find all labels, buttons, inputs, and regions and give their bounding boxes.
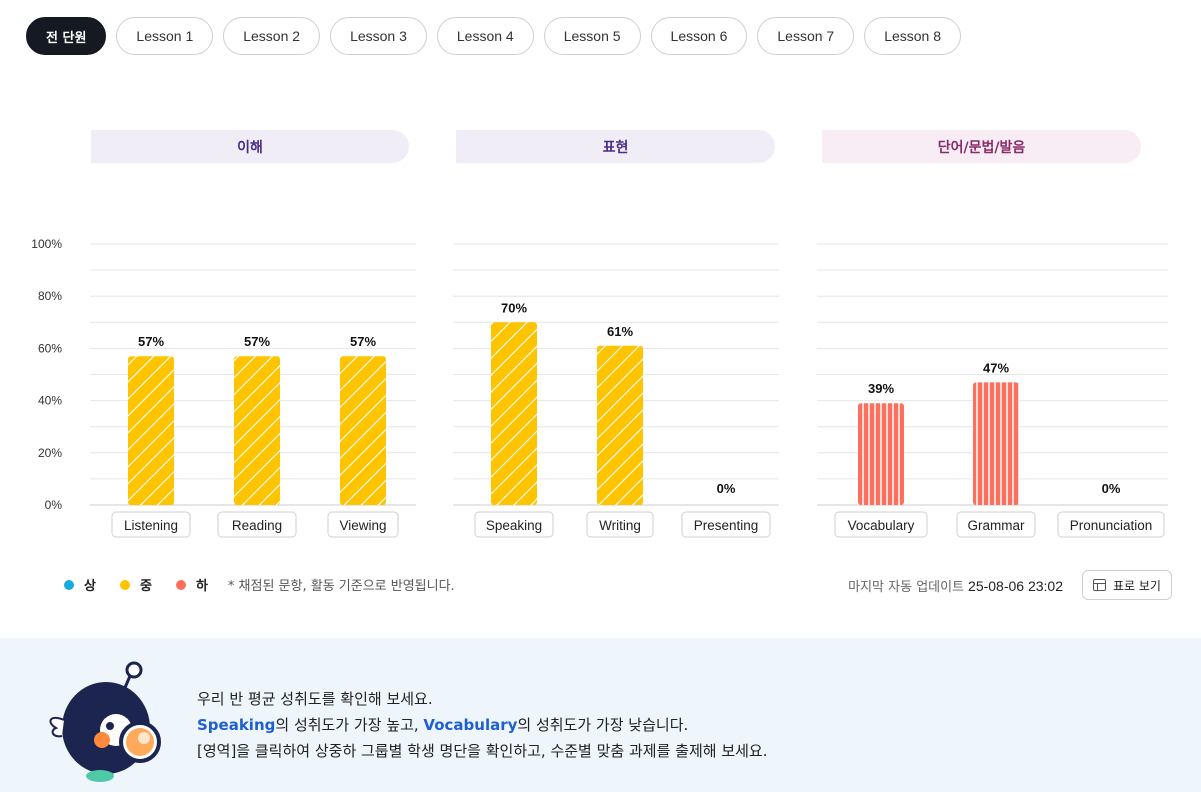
y-tick-label: 0% — [45, 498, 63, 512]
tab-lesson-5[interactable]: Lesson 5 — [543, 17, 641, 55]
category-button-reading[interactable]: Reading — [217, 511, 297, 538]
view-table-button[interactable]: 표로 보기 — [1082, 570, 1172, 600]
legend-item-low: 하 — [175, 575, 208, 594]
tab-all-units[interactable]: 전 단원 — [26, 17, 107, 55]
last-updated-value: 25-08-06 23:02 — [968, 578, 1063, 594]
tab-lesson-8[interactable]: Lesson 8 — [864, 17, 962, 55]
tab-lesson-3[interactable]: Lesson 3 — [330, 17, 427, 55]
summary-message: 우리 반 평균 성취도를 확인해 보세요. Speaking의 성취도가 가장 … — [197, 686, 768, 764]
tab-lesson-4[interactable]: Lesson 4 — [436, 17, 534, 55]
legend-item-mid: 중 — [119, 575, 152, 594]
bar-value-label: 61% — [607, 324, 633, 339]
bar-vocabulary[interactable] — [858, 403, 904, 505]
category-label: Reading — [232, 518, 282, 533]
bar-grammar[interactable] — [973, 382, 1019, 505]
bar-value-label: 57% — [350, 334, 376, 349]
bar-writing[interactable] — [597, 345, 643, 505]
bar-listening[interactable] — [128, 356, 174, 505]
category-label: Grammar — [968, 518, 1026, 533]
y-tick-label: 100% — [31, 237, 62, 251]
summary-line-2: Speaking의 성취도가 가장 높고, Vocabulary의 성취도가 가… — [197, 716, 689, 734]
lowest-area: Vocabulary — [423, 716, 518, 734]
mascot-magnifier-icon — [49, 661, 161, 782]
legend-note: * 채점된 문항, 활동 기준으로 반영됩니다. — [227, 579, 455, 594]
section-header-expression[interactable]: 표현 — [456, 130, 775, 163]
category-label: Pronunciation — [1070, 518, 1153, 533]
summary-panel — [0, 638, 1201, 792]
summary-line-1: 우리 반 평균 성취도를 확인해 보세요. — [197, 690, 433, 708]
section-header-vocab-grammar[interactable]: 단어/문법/발음 — [822, 130, 1141, 163]
summary-line-3: [영역]을 클릭하여 상중하 그룹별 학생 명단을 확인하고, 수준별 맞춤 과… — [197, 742, 768, 760]
bar-value-label: 57% — [138, 334, 164, 349]
bar-reading[interactable] — [234, 356, 280, 505]
category-label: Writing — [599, 518, 641, 533]
category-label: Presenting — [694, 518, 759, 533]
y-tick-label: 40% — [38, 394, 62, 408]
legend: 상 중 하 * 채점된 문항, 활동 기준으로 반영됩니다. — [64, 575, 455, 594]
category-button-listening[interactable]: Listening — [111, 511, 191, 538]
bar-value-label: 70% — [501, 300, 527, 315]
category-button-presenting[interactable]: Presenting — [681, 511, 771, 538]
bar-value-label: 47% — [983, 360, 1009, 375]
category-button-writing[interactable]: Writing — [586, 511, 654, 538]
section-header-comprehension[interactable]: 이해 — [91, 130, 409, 163]
view-table-label: 표로 보기 — [1113, 578, 1161, 593]
category-label: Vocabulary — [848, 518, 915, 533]
last-updated-label: 마지막 자동 업데이트 — [848, 580, 965, 595]
bar-viewing[interactable] — [340, 356, 386, 505]
bar-value-label: 39% — [868, 381, 894, 396]
table-icon — [1093, 579, 1106, 591]
tab-lesson-7[interactable]: Lesson 7 — [757, 17, 855, 55]
bar-speaking[interactable] — [491, 322, 537, 505]
category-button-grammar[interactable]: Grammar — [956, 511, 1036, 538]
lesson-tabs: 전 단원 Lesson 1 Lesson 2 Lesson 3 Lesson 4… — [26, 17, 962, 55]
bar-value-label: 0% — [1102, 481, 1121, 496]
category-label: Viewing — [339, 518, 386, 533]
category-label: Speaking — [486, 518, 542, 533]
tab-lesson-1[interactable]: Lesson 1 — [116, 17, 214, 55]
highest-area: Speaking — [197, 716, 276, 734]
category-label: Listening — [124, 518, 178, 533]
category-button-pronunciation[interactable]: Pronunciation — [1057, 511, 1165, 538]
y-tick-label: 60% — [38, 341, 62, 355]
category-button-speaking[interactable]: Speaking — [474, 511, 554, 538]
y-tick-label: 20% — [38, 446, 62, 460]
last-updated: 마지막 자동 업데이트 25-08-06 23:02 — [848, 576, 1063, 595]
category-button-vocabulary[interactable]: Vocabulary — [834, 511, 928, 538]
category-button-viewing[interactable]: Viewing — [327, 511, 399, 538]
y-tick-label: 80% — [38, 289, 62, 303]
tab-lesson-2[interactable]: Lesson 2 — [223, 17, 321, 55]
bar-value-label: 0% — [717, 481, 736, 496]
tab-lesson-6[interactable]: Lesson 6 — [650, 17, 748, 55]
bar-value-label: 57% — [244, 334, 270, 349]
achievement-bar-chart: 100% 80% 60% 40% 20% 0% 57% Listening 57% Readin… — [31, 237, 1168, 538]
legend-item-high: 상 — [64, 575, 96, 594]
